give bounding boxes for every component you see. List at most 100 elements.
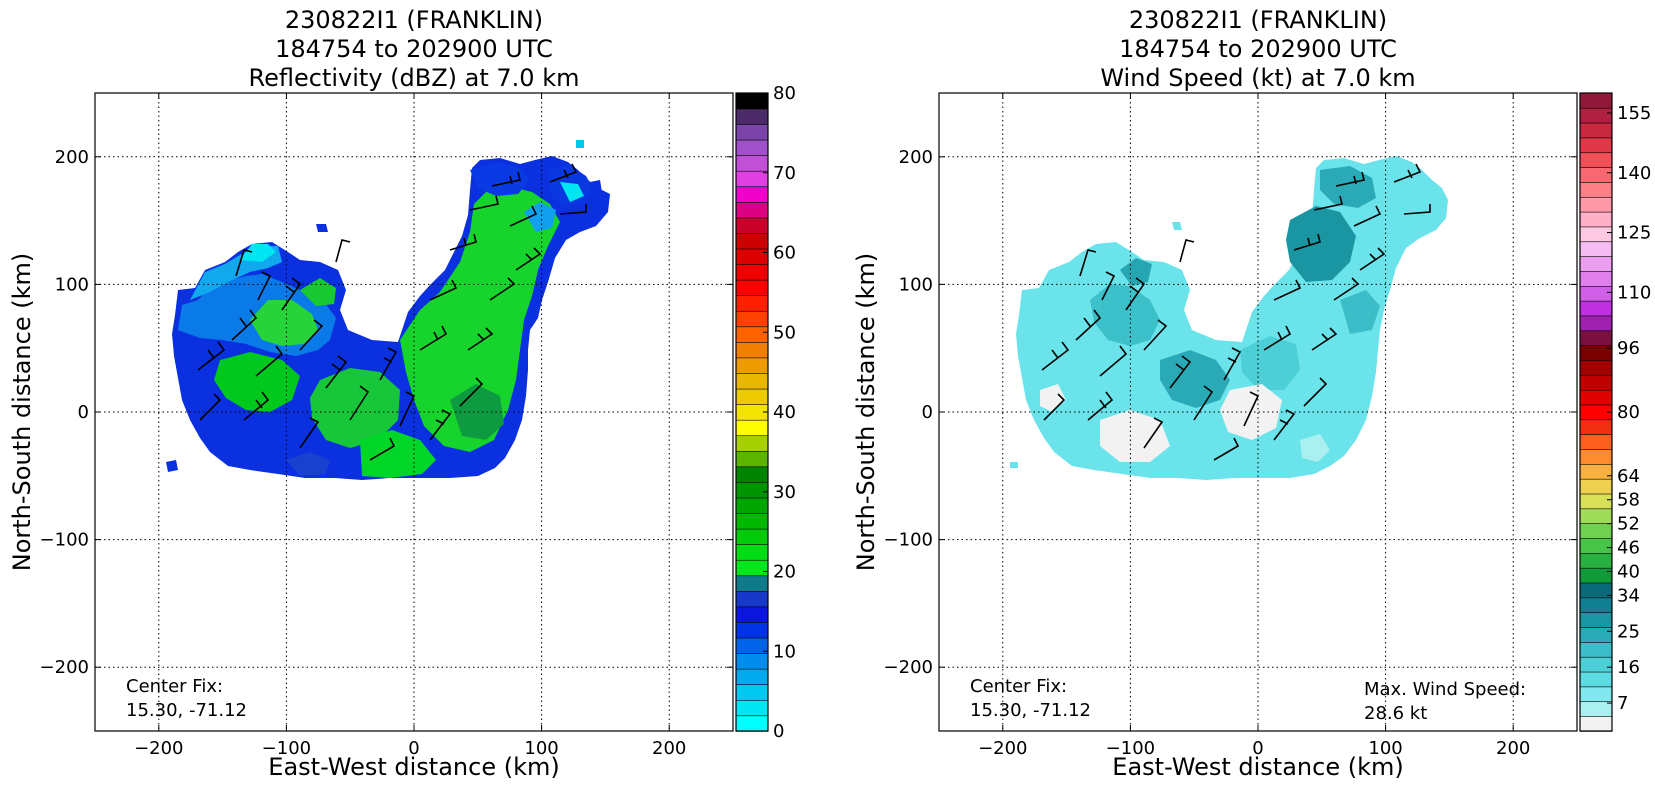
colorbar-segment xyxy=(1579,92,1613,109)
colorbar-tick-label: 80 xyxy=(1617,402,1640,423)
colorbar-segment xyxy=(735,528,769,545)
colorbar-segment xyxy=(1579,493,1613,510)
colorbar-segment xyxy=(1579,508,1613,524)
colorbar-segment xyxy=(1579,152,1613,168)
colorbar-tick-label: 16 xyxy=(1617,657,1640,678)
reflectivity-field xyxy=(166,140,610,480)
colorbar-tick-label: 58 xyxy=(1617,490,1640,511)
colorbar-segment xyxy=(735,201,769,219)
colorbar-segment xyxy=(1579,300,1613,317)
reflectivity-center-fix-value: 15.30, -71.12 xyxy=(126,700,247,721)
colorbar-tick-label: 46 xyxy=(1617,538,1640,559)
x-tick-label: −100 xyxy=(1106,738,1155,759)
colorbar-segment xyxy=(1579,166,1613,183)
colorbar-segment xyxy=(735,466,769,483)
wind-speed-x-axis-label: East-West distance (km) xyxy=(1112,753,1403,781)
colorbar-tick-label: 70 xyxy=(773,163,796,184)
colorbar-segment xyxy=(1579,552,1613,569)
reflectivity-x-axis-label: East-West distance (km) xyxy=(268,753,559,781)
colorbar-segment xyxy=(1579,374,1613,391)
reflectivity-center-fix-label: Center Fix: xyxy=(126,676,223,697)
colorbar-segment xyxy=(735,357,769,374)
x-tick-label: 0 xyxy=(408,738,419,759)
colorbar-segment xyxy=(1579,255,1613,272)
colorbar-segment xyxy=(735,590,769,608)
colorbar-segment xyxy=(735,154,769,172)
colorbar-segment xyxy=(735,92,769,110)
colorbar-tick-label: 34 xyxy=(1617,585,1640,606)
colorbar-segment xyxy=(735,652,769,670)
colorbar-segment xyxy=(735,715,769,732)
colorbar-tick-label: 0 xyxy=(773,721,784,742)
y-tick-label: 100 xyxy=(899,274,933,295)
wind-speed-center-fix-label: Center Fix: xyxy=(970,676,1067,697)
colorbar-segment xyxy=(1579,270,1613,287)
colorbar-segment xyxy=(1579,537,1613,554)
colorbar-segment xyxy=(735,621,769,639)
wind-speed-panel: 230822I1 (FRANKLIN) 184754 to 202900 UTC… xyxy=(852,6,1651,781)
colorbar-segment xyxy=(735,450,769,468)
colorbar-segment xyxy=(1579,107,1613,124)
wind-speed-x-ticks: −200 −100 0 100 200 xyxy=(978,93,1530,759)
colorbar-tick-label: 10 xyxy=(773,641,796,662)
reflectivity-title-line-3: Reflectivity (dBZ) at 7.0 km xyxy=(249,64,580,92)
reflectivity-y-ticks: −200 −100 0 100 200 xyxy=(40,147,733,678)
colorbar-segment xyxy=(1579,656,1613,673)
colorbar-segment xyxy=(735,263,769,281)
colorbar-tick-label: 96 xyxy=(1617,338,1640,359)
wind-speed-y-axis-label: North-South distance (km) xyxy=(852,253,880,572)
colorbar-segment xyxy=(735,279,769,296)
colorbar-segment xyxy=(1579,612,1613,628)
y-tick-label: −200 xyxy=(884,657,933,678)
wind-speed-wind-barbs xyxy=(1041,163,1431,461)
colorbar-segment xyxy=(1579,419,1613,435)
colorbar-segment xyxy=(735,668,769,686)
colorbar-segment xyxy=(735,497,769,514)
colorbar-segment xyxy=(1579,330,1613,346)
wind-speed-y-ticks: −200 −100 0 100 200 xyxy=(884,147,1577,678)
wind-speed-field xyxy=(1010,156,1448,480)
y-tick-label: 200 xyxy=(55,147,89,168)
colorbar-segment xyxy=(1579,671,1613,688)
colorbar-segment xyxy=(735,481,769,499)
colorbar-segment xyxy=(735,232,769,250)
reflectivity-title-line-2: 184754 to 202900 UTC xyxy=(275,35,553,63)
max-wind-speed-label: Max. Wind Speed: xyxy=(1364,679,1526,700)
y-tick-label: −200 xyxy=(40,657,89,678)
colorbar-segment xyxy=(1579,241,1613,257)
colorbar-segment xyxy=(735,108,769,125)
colorbar-segment xyxy=(735,388,769,405)
colorbar-segment xyxy=(735,186,769,203)
max-wind-speed-value: 28.6 kt xyxy=(1364,703,1427,724)
wind-speed-center-fix-value: 15.30, -71.12 xyxy=(970,700,1091,721)
colorbar-segment xyxy=(735,419,769,437)
colorbar-segment xyxy=(1579,715,1613,732)
colorbar-segment xyxy=(1579,701,1613,717)
colorbar-segment xyxy=(1579,285,1613,302)
colorbar-segment xyxy=(1579,641,1613,658)
colorbar-tick-label: 80 xyxy=(773,83,796,104)
colorbar-tick-label: 40 xyxy=(773,402,796,423)
colorbar-segment xyxy=(735,559,769,577)
colorbar-segment xyxy=(735,294,769,312)
colorbar-segment xyxy=(735,372,769,390)
reflectivity-panel: 230822I1 (FRANKLIN) 184754 to 202900 UTC… xyxy=(8,6,796,781)
reflectivity-title-line-1: 230822I1 (FRANKLIN) xyxy=(285,6,543,34)
colorbar-segment xyxy=(1579,226,1613,243)
colorbar-segment xyxy=(1579,522,1613,539)
colorbar-segment xyxy=(1579,478,1613,495)
colorbar-segment xyxy=(1579,211,1613,228)
colorbar-tick-label: 25 xyxy=(1617,621,1640,642)
colorbar-segment xyxy=(1579,686,1613,703)
colorbar-segment xyxy=(735,248,769,265)
colorbar-segment xyxy=(735,123,769,141)
colorbar-segment xyxy=(735,341,769,359)
colorbar-segment xyxy=(1579,181,1613,198)
colorbar-segment xyxy=(735,606,769,623)
wind-speed-title-line-3: Wind Speed (kt) at 7.0 km xyxy=(1100,64,1415,92)
reflectivity-x-ticks: −200 −100 0 100 200 xyxy=(134,93,686,759)
y-tick-label: −100 xyxy=(884,530,933,551)
x-tick-label: −200 xyxy=(978,738,1027,759)
